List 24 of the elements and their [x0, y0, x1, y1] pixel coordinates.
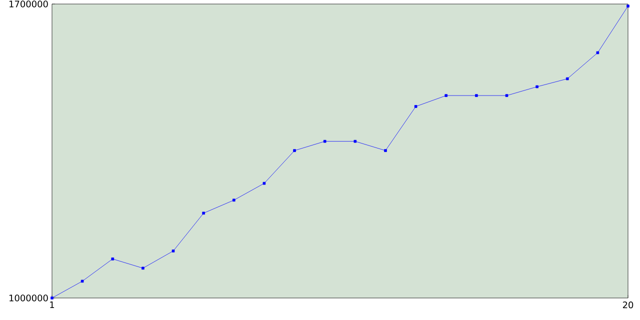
point: [626, 4, 630, 8]
point: [142, 266, 144, 270]
point: [232, 198, 236, 202]
point: [384, 149, 387, 152]
point: [414, 105, 418, 108]
point: [111, 258, 114, 260]
y-tick-label: 1700000: [10, 0, 48, 8]
point: [172, 250, 175, 252]
y-tick-label: 1000000: [10, 294, 48, 302]
point: [596, 51, 600, 54]
point: [202, 212, 205, 215]
point: [566, 77, 569, 80]
x-tick-label: 1: [50, 302, 54, 308]
point: [323, 140, 326, 143]
point: [262, 182, 266, 185]
point: [354, 140, 357, 143]
point: [50, 296, 54, 300]
point: [505, 94, 508, 97]
point: [80, 280, 84, 283]
point: [293, 149, 296, 152]
point: [536, 85, 538, 88]
point: [475, 94, 478, 97]
point: [444, 94, 448, 97]
x-tick-label: 20: [622, 302, 634, 308]
